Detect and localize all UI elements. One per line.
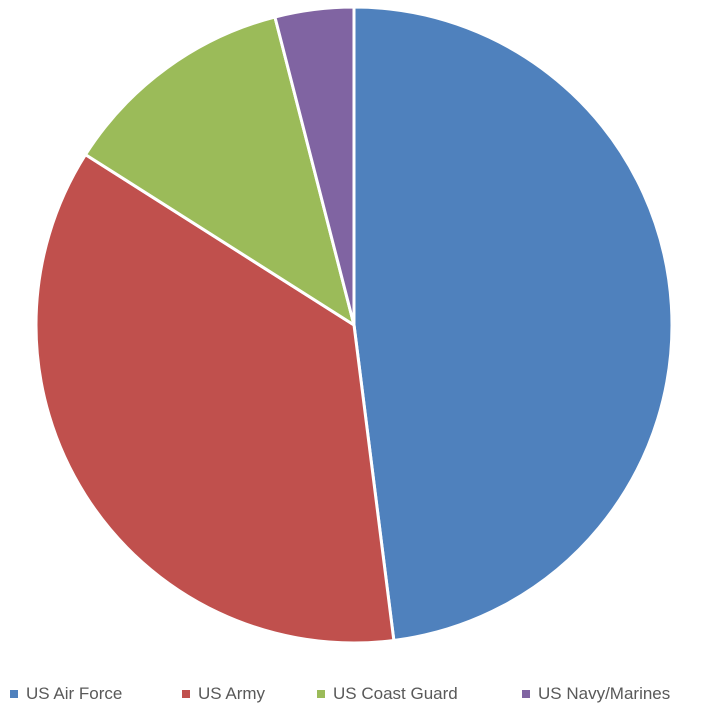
- pie-slice-us-army: [34, 153, 396, 645]
- legend-label-us-coast-guard: US Coast Guard: [333, 684, 458, 703]
- legend-item-us-navy-marines: US Navy/Marines: [522, 682, 670, 706]
- chart-legend: US Air Force US Army US Coast Guard US N…: [0, 682, 702, 708]
- legend-swatch-us-navy-marines: [522, 690, 530, 698]
- legend-swatch-us-army: [182, 690, 190, 698]
- pie-slice-us-coast-guard: [84, 15, 356, 327]
- legend-item-us-air-force: US Air Force: [10, 682, 122, 706]
- legend-item-us-army: US Army: [182, 682, 265, 706]
- legend-swatch-us-coast-guard: [317, 690, 325, 698]
- legend-label-us-navy-marines: US Navy/Marines: [538, 684, 671, 703]
- legend-item-us-coast-guard: US Coast Guard: [317, 682, 458, 706]
- legend-label-us-air-force: US Air Force: [26, 684, 123, 703]
- legend-label-us-army: US Army: [198, 684, 266, 703]
- legend-swatch-us-air-force: [10, 690, 18, 698]
- pie-slice-us-air-force: [352, 5, 674, 642]
- pie-chart-svg: [34, 5, 674, 645]
- pie-chart: [34, 5, 674, 645]
- pie-slice-us-navy-marines: [273, 5, 356, 327]
